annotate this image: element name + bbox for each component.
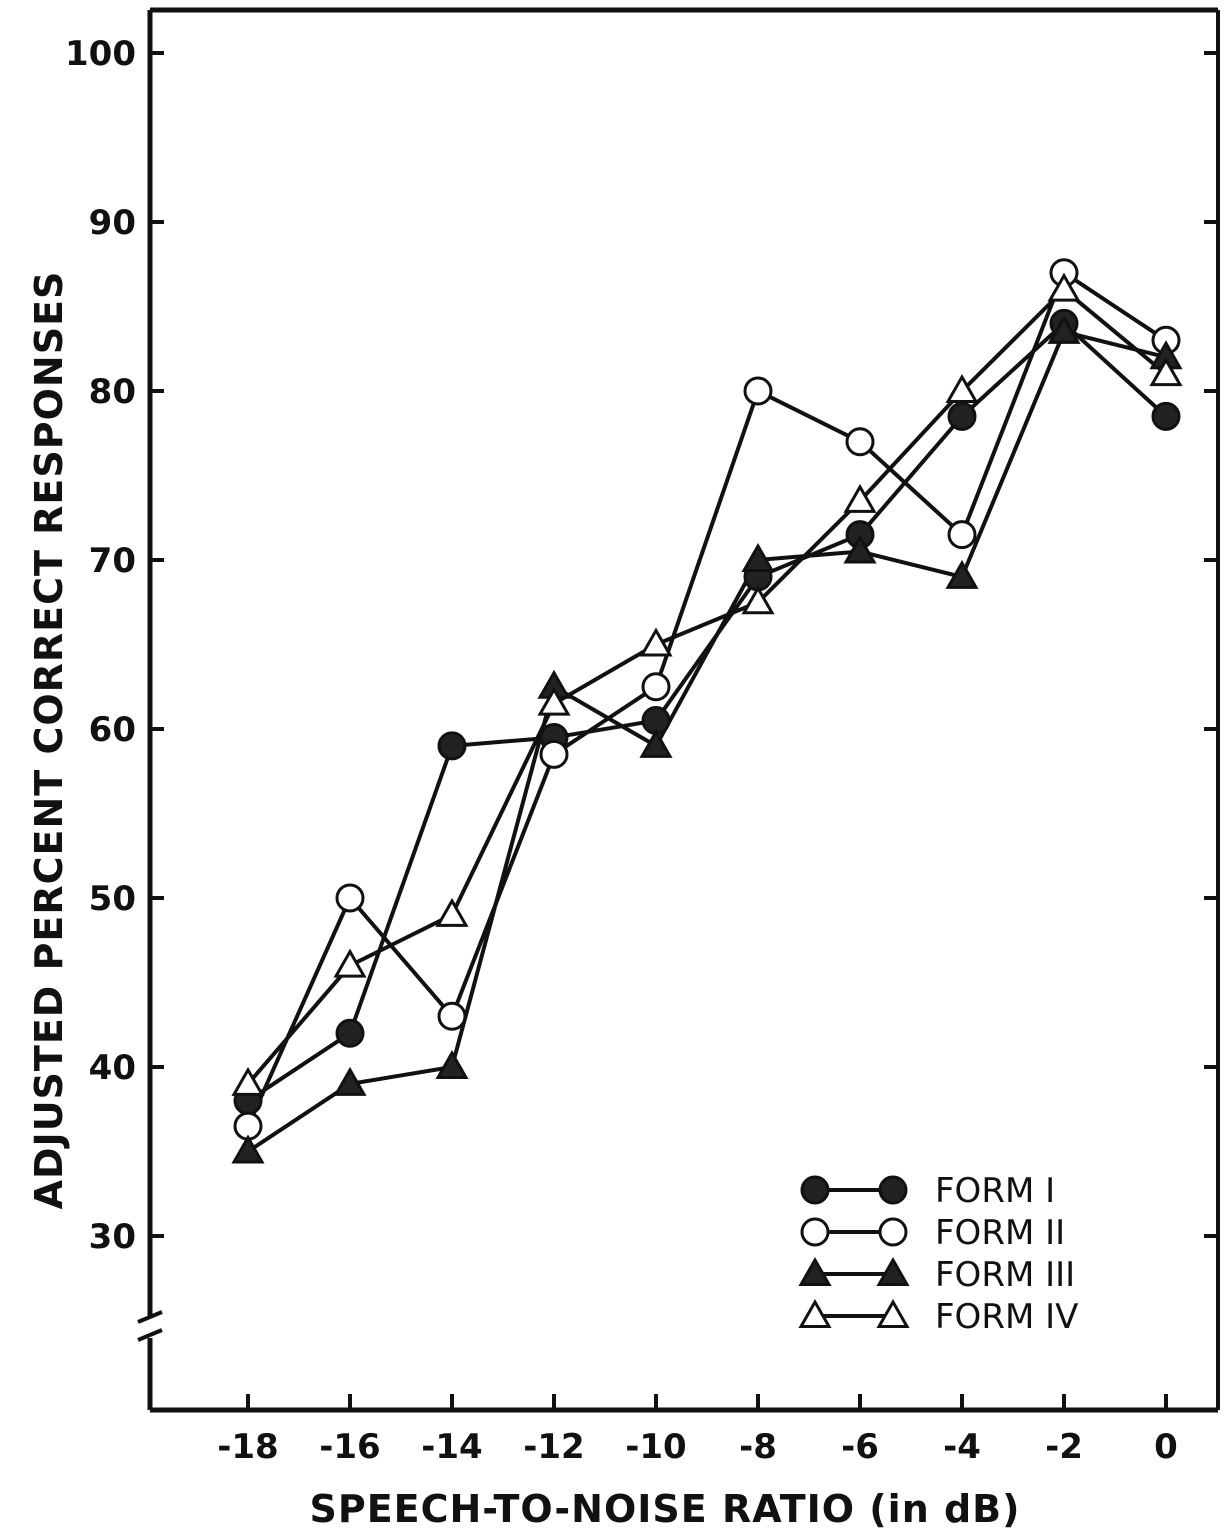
data-point — [741, 542, 775, 572]
plot-frame — [137, 7, 1220, 1413]
data-point — [1047, 314, 1081, 344]
series-2 — [246, 270, 1168, 1127]
data-point — [845, 427, 875, 457]
legend-label: FORM IV — [935, 1297, 1078, 1337]
x-axis-ticks: -18 -16 -14 -12 -10 -8 -6 -4 -2 0 — [217, 1394, 1178, 1467]
series-layer — [231, 258, 1183, 1164]
y-axis-ticks: 30 40 50 60 70 80 90 100 — [65, 34, 1218, 1257]
y-tick-label: 100 — [65, 34, 136, 74]
legend-marker-left — [798, 1298, 832, 1328]
legend-label: FORM II — [935, 1213, 1065, 1253]
x-tick-label: -14 — [421, 1427, 482, 1467]
y-tick-label: 60 — [89, 710, 136, 750]
data-point — [843, 483, 877, 513]
x-tick-label: -12 — [523, 1427, 584, 1467]
legend-marker-left — [798, 1256, 832, 1286]
series-line — [246, 329, 1167, 1154]
data-point — [641, 672, 671, 702]
x-tick-label: -2 — [1045, 1427, 1083, 1467]
data-point — [947, 401, 977, 431]
y-tick-label: 80 — [89, 372, 136, 412]
data-point — [335, 1018, 365, 1048]
data-point — [437, 1001, 467, 1031]
data-point — [539, 739, 569, 769]
data-point — [231, 1066, 265, 1096]
data-point — [947, 520, 977, 550]
data-point — [743, 376, 773, 406]
data-point — [945, 559, 979, 589]
y-axis-title: ADJUSTED PERCENT CORRECT RESPONSES — [27, 271, 71, 1210]
data-point — [335, 883, 365, 913]
data-point — [1149, 357, 1183, 387]
legend-label: FORM I — [935, 1171, 1055, 1211]
data-point — [333, 948, 367, 978]
x-tick-label: -4 — [943, 1427, 981, 1467]
series-2-markers — [233, 258, 1181, 1141]
legend-marker-right — [878, 1175, 908, 1205]
data-point — [1151, 401, 1181, 431]
x-tick-label: -6 — [841, 1427, 879, 1467]
x-tick-label: -18 — [217, 1427, 278, 1467]
y-tick-label: 30 — [89, 1217, 136, 1257]
series-line — [246, 321, 1168, 1103]
y-tick-label: 50 — [89, 879, 136, 919]
legend-marker-left — [800, 1217, 830, 1247]
legend-label: FORM III — [935, 1255, 1075, 1295]
series-line — [246, 270, 1168, 1127]
y-axis-break-mark — [137, 1310, 163, 1342]
series-4 — [246, 287, 1168, 1086]
series-1-markers — [233, 308, 1181, 1116]
data-point — [435, 1049, 469, 1079]
legend-marker-right — [876, 1256, 910, 1286]
data-point — [333, 1066, 367, 1096]
data-point — [435, 897, 469, 927]
x-tick-label: -8 — [739, 1427, 777, 1467]
x-tick-label: 0 — [1154, 1427, 1178, 1467]
series-4-markers — [231, 272, 1183, 1096]
series-1 — [246, 321, 1168, 1103]
data-point — [639, 728, 673, 758]
series-line — [246, 287, 1168, 1086]
data-point — [639, 627, 673, 657]
data-point — [843, 534, 877, 564]
data-point — [945, 373, 979, 403]
x-tick-label: -16 — [319, 1427, 380, 1467]
data-point — [1047, 272, 1081, 302]
data-point — [437, 731, 467, 761]
x-tick-label: -10 — [625, 1427, 686, 1467]
series-3-markers — [231, 314, 1183, 1164]
series-3 — [246, 329, 1167, 1154]
data-point — [537, 686, 571, 716]
y-tick-label: 70 — [89, 541, 136, 581]
y-tick-label: 90 — [89, 203, 136, 243]
legend-marker-right — [876, 1298, 910, 1328]
legend-marker-right — [878, 1217, 908, 1247]
y-tick-label: 40 — [89, 1048, 136, 1088]
data-point — [741, 585, 775, 615]
x-axis-title: SPEECH-TO-NOISE RATIO (in dB) — [309, 1487, 1020, 1531]
data-point — [231, 1134, 265, 1164]
legend-marker-left — [800, 1175, 830, 1205]
